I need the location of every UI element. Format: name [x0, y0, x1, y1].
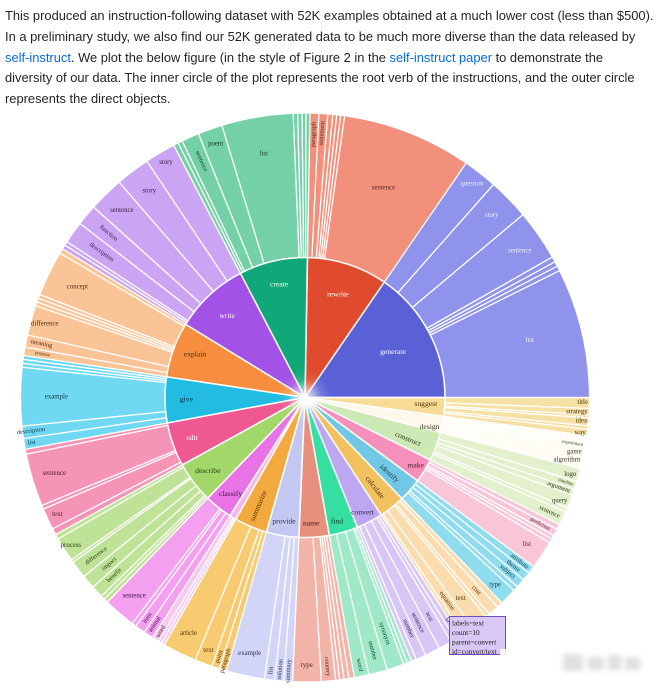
svg-text:rewrite: rewrite: [327, 289, 349, 298]
svg-text:text: text: [456, 595, 466, 602]
svg-text:convert: convert: [351, 508, 375, 517]
svg-text:query: query: [552, 497, 568, 504]
svg-text:summary: summary: [285, 658, 293, 683]
svg-text:explain: explain: [184, 350, 207, 359]
svg-text:classify: classify: [219, 489, 242, 498]
svg-text:sentence: sentence: [110, 207, 133, 214]
svg-text:name: name: [303, 519, 320, 528]
svg-text:title: title: [577, 399, 588, 406]
svg-text:process: process: [61, 542, 82, 549]
svg-text:sentence: sentence: [43, 470, 66, 477]
svg-text:list: list: [260, 151, 268, 158]
svg-text:story: story: [485, 212, 499, 219]
svg-text:experiment: experiment: [561, 439, 584, 448]
svg-text:id=convert/text: id=convert/text: [452, 647, 497, 656]
svg-text:strategy: strategy: [566, 408, 588, 415]
svg-text:logo: logo: [564, 471, 577, 478]
svg-text:paragraph: paragraph: [310, 121, 318, 148]
svg-text:story: story: [159, 159, 173, 166]
svg-text:text: text: [52, 511, 62, 518]
svg-text:text: text: [424, 611, 435, 623]
svg-text:sentence: sentence: [508, 248, 531, 255]
svg-text:design: design: [420, 422, 440, 431]
svg-text:list: list: [27, 439, 36, 447]
svg-text:story: story: [143, 187, 157, 194]
svg-text:make: make: [407, 460, 424, 469]
svg-text:list: list: [267, 666, 275, 675]
svg-text:sentence: sentence: [372, 184, 395, 191]
svg-text:country: country: [323, 657, 332, 678]
svg-text:point: point: [214, 649, 225, 664]
svg-text:purpose: purpose: [35, 351, 51, 358]
svg-text:timeline: timeline: [557, 478, 573, 488]
svg-text:meaning: meaning: [30, 338, 54, 349]
svg-text:solution: solution: [276, 658, 285, 680]
svg-text:poem: poem: [208, 140, 224, 147]
svg-text:idea: idea: [576, 418, 587, 425]
svg-text:labels=text: labels=text: [452, 619, 484, 628]
svg-text:text: text: [203, 647, 213, 654]
svg-text:type: type: [301, 662, 313, 669]
svg-text:word: word: [355, 658, 365, 673]
svg-text:count=10: count=10: [452, 628, 480, 637]
svg-text:edit: edit: [186, 433, 198, 442]
svg-text:statement: statement: [318, 120, 327, 145]
svg-text:suggest: suggest: [414, 399, 438, 408]
svg-text:game: game: [567, 448, 582, 455]
svg-text:algorithm: algorithm: [554, 457, 581, 464]
svg-text:parent=convert: parent=convert: [452, 638, 496, 647]
svg-text:question: question: [460, 181, 484, 188]
svg-text:concept: concept: [67, 284, 88, 291]
svg-text:generate: generate: [380, 347, 406, 356]
svg-text:example: example: [45, 394, 68, 401]
svg-text:create: create: [270, 280, 289, 289]
svg-text:describe: describe: [195, 466, 221, 475]
svg-text:example: example: [238, 650, 261, 657]
svg-text:list: list: [523, 541, 531, 548]
svg-text:article: article: [180, 630, 197, 637]
svg-text:sentence: sentence: [122, 593, 145, 600]
svg-text:find: find: [331, 517, 343, 526]
svg-text:give: give: [180, 394, 194, 403]
svg-text:description: description: [17, 426, 47, 437]
svg-text:type: type: [489, 582, 501, 589]
svg-text:provide: provide: [272, 516, 296, 525]
svg-text:difference: difference: [31, 320, 58, 327]
svg-text:way: way: [574, 430, 586, 437]
svg-text:list: list: [526, 337, 534, 344]
svg-text:write: write: [219, 311, 235, 320]
